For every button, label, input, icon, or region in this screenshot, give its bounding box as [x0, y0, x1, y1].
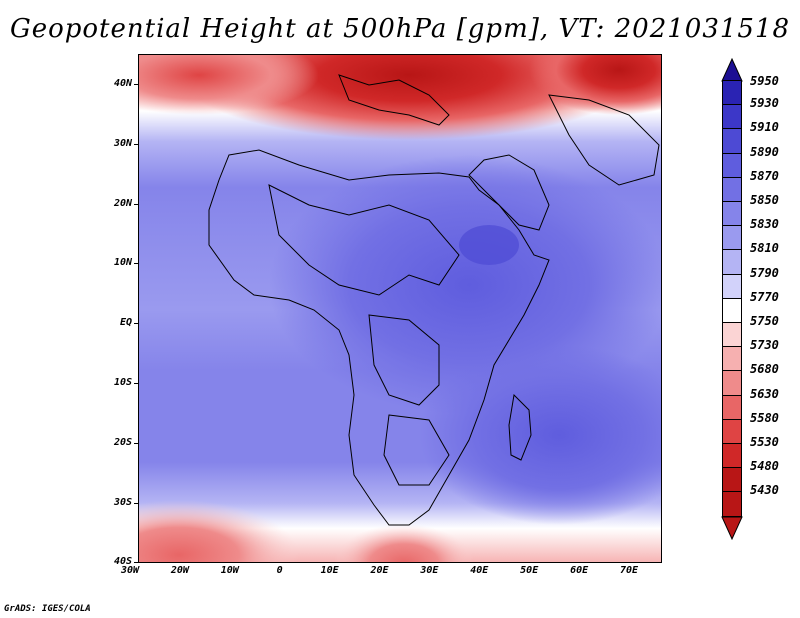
- y-axis-label: 40S: [113, 556, 132, 568]
- y-axis-tick: [134, 263, 138, 265]
- x-axis-label: 40E: [470, 565, 489, 576]
- y-axis-tick: [134, 383, 138, 384]
- colorbar-label: 5770: [750, 289, 779, 304]
- y-axis-tick: [134, 323, 138, 325]
- colorbar-segment: [722, 176, 742, 202]
- footer-credit: GrADS: IGES/COLA: [4, 604, 91, 614]
- colorbar-label: 5930: [750, 96, 779, 111]
- y-axis-tick: [134, 502, 138, 504]
- x-axis-label: 0: [276, 565, 283, 576]
- y-axis-label: 20N: [113, 197, 132, 209]
- colorbar-segment: [722, 491, 742, 517]
- colorbar-label: 5830: [750, 217, 779, 232]
- colorbar-segment: [722, 152, 742, 178]
- y-axis-label: 40N: [113, 78, 132, 89]
- colorbar-label: 5790: [750, 265, 779, 280]
- x-axis-label: 30W: [120, 565, 140, 576]
- colorbar-segment: [722, 297, 742, 323]
- x-axis-label: 30E: [420, 565, 439, 576]
- colorbar-segment: [722, 443, 742, 469]
- y-axis-label: 10N: [113, 257, 132, 269]
- x-axis-label: 60E: [570, 565, 589, 576]
- colorbar-segment: [722, 225, 742, 251]
- x-axis-label: 50E: [520, 565, 539, 576]
- y-axis-tick: [134, 562, 138, 564]
- y-axis-tick: [134, 84, 138, 85]
- colorbar-label: 5680: [750, 362, 779, 377]
- colorbar-label: 5950: [750, 74, 779, 88]
- geopotential-field: [139, 55, 661, 562]
- chart-title: Geopotential Height at 500hPa [gpm], VT:…: [9, 14, 791, 44]
- colorbar-label: 5730: [750, 338, 779, 353]
- y-axis-label: 20S: [113, 436, 132, 448]
- y-axis-tick: [134, 143, 138, 145]
- x-axis-label: 10E: [320, 565, 339, 576]
- colorbar-segment: [722, 418, 742, 444]
- colorbar-segment: [722, 370, 742, 396]
- colorbar-segment: [722, 394, 742, 420]
- colorbar-segment: [722, 201, 742, 227]
- y-axis-label: EQ: [119, 317, 132, 329]
- x-axis-label: 10W: [220, 565, 239, 576]
- colorbar-top-arrow: [721, 58, 743, 82]
- y-axis-tick: [134, 203, 138, 205]
- colorbar-label: 5580: [750, 410, 779, 425]
- colorbar-segment: [722, 273, 742, 299]
- colorbar-segment: [722, 467, 742, 493]
- x-axis-label: 20W: [170, 565, 189, 576]
- colorbar-segment: [722, 80, 742, 106]
- colorbar-label: 5870: [750, 168, 779, 183]
- x-axis-label: 70E: [619, 565, 639, 576]
- colorbar-label: 5430: [750, 483, 779, 498]
- y-axis-tick: [134, 442, 138, 444]
- colorbar-segment: [722, 104, 742, 130]
- colorbar-label: 5890: [750, 144, 779, 159]
- colorbar-bottom-arrow: [721, 516, 743, 540]
- colorbar-label: 5810: [750, 241, 779, 256]
- colorbar-label: 5480: [750, 459, 779, 474]
- colorbar-label: 5850: [750, 193, 779, 207]
- colorbar-segment: [722, 322, 742, 348]
- colorbar-segment: [722, 249, 742, 275]
- y-axis-label: 30N: [113, 137, 132, 149]
- colorbar-segment: [722, 128, 742, 154]
- colorbar-label: 5530: [750, 435, 779, 449]
- colorbar-label: 5910: [750, 120, 779, 135]
- x-axis-label: 20E: [370, 565, 389, 576]
- colorbar-label: 5630: [750, 386, 779, 401]
- colorbar-segment: [722, 346, 742, 372]
- colorbar-label: 5750: [750, 314, 779, 328]
- y-axis-label: 30S: [113, 496, 132, 508]
- y-axis-label: 10S: [113, 377, 132, 388]
- map-panel: [138, 54, 662, 563]
